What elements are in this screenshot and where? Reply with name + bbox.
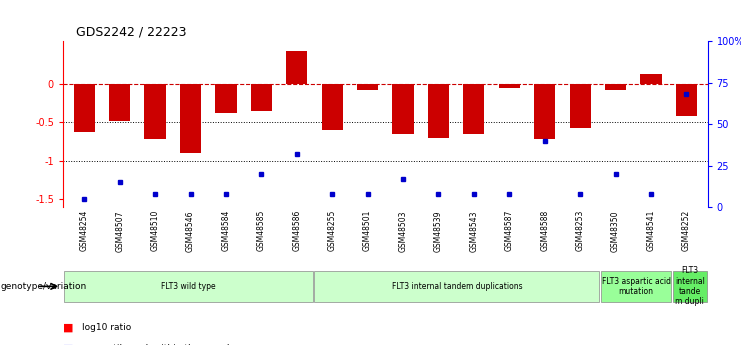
Text: GSM48587: GSM48587 [505, 210, 514, 252]
Bar [357, 84, 378, 90]
Bar [393, 84, 413, 134]
Text: GSM48252: GSM48252 [682, 210, 691, 252]
Text: GSM48584: GSM48584 [222, 210, 230, 252]
Bar [428, 84, 449, 138]
Bar [216, 84, 236, 113]
Text: GSM48546: GSM48546 [186, 210, 195, 252]
Bar [286, 51, 308, 84]
Text: GSM48501: GSM48501 [363, 210, 372, 252]
Text: GSM48254: GSM48254 [80, 210, 89, 252]
Bar [605, 84, 626, 90]
Text: GSM48539: GSM48539 [434, 210, 443, 252]
Bar [601, 271, 671, 302]
Text: GSM48503: GSM48503 [399, 210, 408, 252]
Text: GSM48253: GSM48253 [576, 210, 585, 252]
Bar [144, 84, 166, 139]
Text: GSM48586: GSM48586 [292, 210, 302, 252]
Bar [676, 84, 697, 116]
Bar [314, 271, 599, 302]
Text: GSM48541: GSM48541 [646, 210, 656, 252]
Text: GSM48507: GSM48507 [115, 210, 124, 252]
Text: FLT3
internal
tande
m dupli: FLT3 internal tande m dupli [675, 266, 705, 306]
Bar [463, 84, 485, 134]
Text: GSM48543: GSM48543 [469, 210, 479, 252]
Text: FLT3 wild type: FLT3 wild type [161, 282, 216, 291]
Text: log10 ratio: log10 ratio [82, 323, 130, 332]
Text: GSM48350: GSM48350 [611, 210, 620, 252]
Text: percentile rank within the sample: percentile rank within the sample [82, 344, 235, 345]
Text: GSM48255: GSM48255 [328, 210, 336, 252]
Text: GSM48585: GSM48585 [257, 210, 266, 252]
Bar [64, 271, 313, 302]
Bar [570, 84, 591, 128]
Bar [250, 84, 272, 111]
Bar [180, 84, 201, 153]
Text: FLT3 internal tandem duplications: FLT3 internal tandem duplications [392, 282, 522, 291]
Bar [673, 271, 707, 302]
Text: genotype/variation: genotype/variation [1, 282, 87, 291]
Text: GDS2242 / 22223: GDS2242 / 22223 [76, 26, 187, 39]
Text: GSM48588: GSM48588 [540, 210, 549, 252]
Text: ■: ■ [63, 323, 73, 333]
Text: FLT3 aspartic acid
mutation: FLT3 aspartic acid mutation [602, 277, 671, 296]
Bar [499, 84, 520, 88]
Text: ■: ■ [63, 344, 73, 345]
Bar [640, 74, 662, 84]
Text: GSM48510: GSM48510 [150, 210, 159, 252]
Bar [109, 84, 130, 121]
Bar [73, 84, 95, 131]
Bar [534, 84, 555, 139]
Bar [322, 84, 343, 130]
